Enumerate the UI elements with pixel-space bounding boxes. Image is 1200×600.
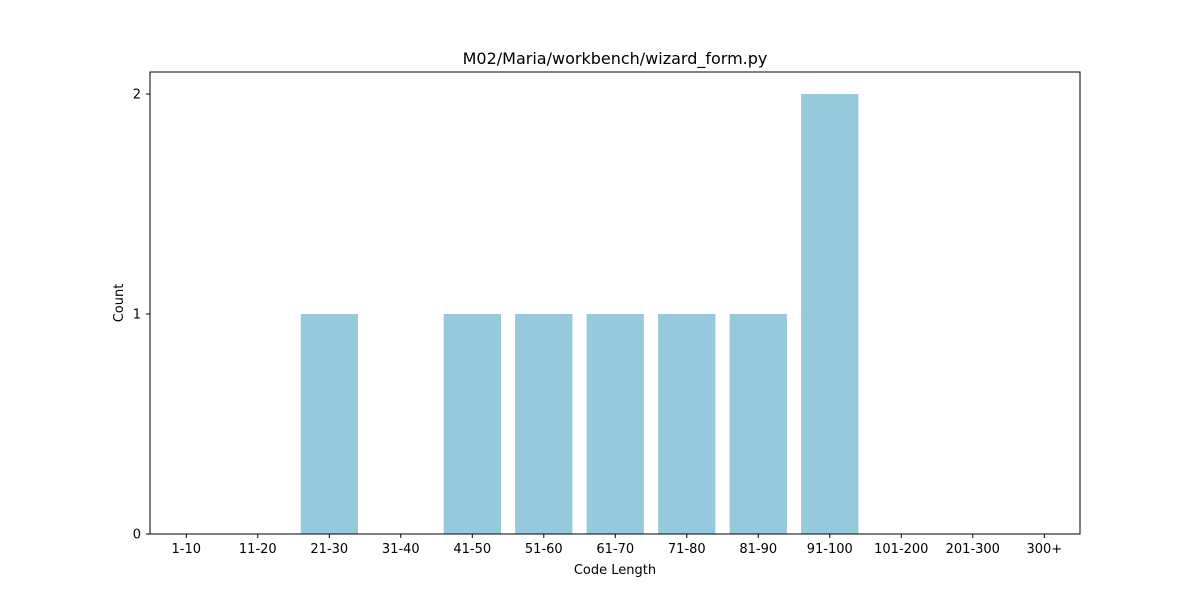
x-tick-label: 81-90 — [739, 542, 777, 557]
y-axis-label: Count — [112, 284, 127, 323]
chart-title: M02/Maria/workbench/wizard_form.py — [463, 49, 768, 69]
bar-81-90 — [729, 314, 787, 534]
x-axis-label: Code Length — [574, 563, 656, 578]
bar-21-30 — [300, 314, 358, 534]
x-tick-label: 31-40 — [382, 542, 420, 557]
x-tick-label: 300+ — [1026, 542, 1062, 557]
x-tick-label: 61-70 — [596, 542, 634, 557]
y-tick-label: 1 — [133, 308, 141, 323]
y-tick-label: 0 — [133, 528, 141, 543]
bar-51-60 — [515, 314, 573, 534]
x-tick-label: 21-30 — [310, 542, 348, 557]
bar-71-80 — [658, 314, 716, 534]
x-tick-label: 71-80 — [668, 542, 706, 557]
x-tick-label: 51-60 — [525, 542, 563, 557]
x-tick-label: 1-10 — [172, 542, 202, 557]
x-tick-label: 41-50 — [453, 542, 491, 557]
y-tick-label: 2 — [133, 88, 141, 103]
x-tick-label: 101-200 — [874, 542, 928, 557]
y-axis-ticks: 0 1 2 — [133, 88, 150, 543]
x-tick-label: 201-300 — [946, 542, 1000, 557]
x-tick-label: 91-100 — [807, 542, 853, 557]
x-axis-ticks: 1-10 11-20 21-30 31-40 41-50 51-60 61-70 71-80 8… — [172, 534, 1062, 557]
bar-91-100 — [801, 94, 859, 534]
bar-41-50 — [443, 314, 501, 534]
x-tick-label: 11-20 — [239, 542, 277, 557]
bar-61-70 — [586, 314, 644, 534]
bars-group — [300, 94, 859, 534]
